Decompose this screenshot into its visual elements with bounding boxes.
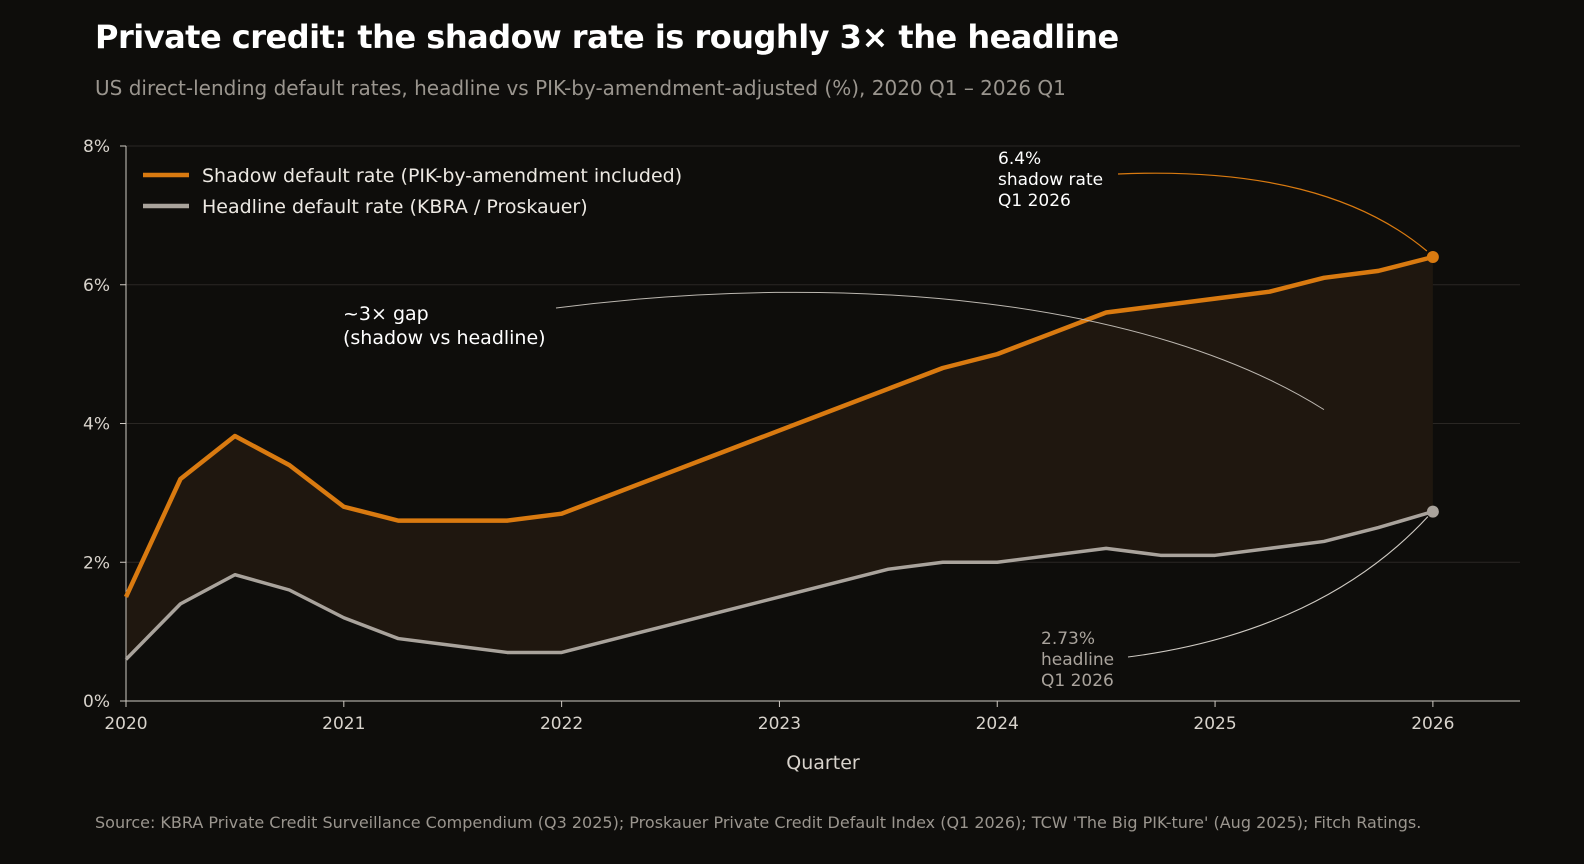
headline-annotation: 2.73% headline Q1 2026: [1041, 629, 1114, 691]
x-tick-label: 2025: [1193, 714, 1236, 734]
x-tick-label: 2024: [976, 714, 1019, 734]
series-lines: [123, 251, 1439, 661]
x-tick-label: 2020: [104, 714, 147, 734]
y-tick-label: 8%: [83, 137, 110, 157]
gap-band: [126, 257, 1433, 660]
axes: 0% 2% 4% 6% 8% 2020 2021 2022 2023 2024 2025 2026 Qu…: [83, 137, 1520, 774]
x-tick-label: 2021: [322, 714, 365, 734]
x-axis-label: Quarter: [786, 752, 860, 774]
legend-label: Shadow default rate (PIK-by-amendment in…: [202, 165, 682, 187]
gap-annotation: ~3× gap (shadow vs headline): [343, 303, 546, 349]
x-tick-label: 2023: [758, 714, 801, 734]
y-tick-label: 6%: [83, 276, 110, 296]
y-tick-label: 4%: [83, 415, 110, 435]
shadow-end-marker: [1426, 251, 1439, 263]
source-note: Source: KBRA Private Credit Surveillance…: [95, 813, 1422, 832]
legend-label: Headline default rate (KBRA / Proskauer): [202, 196, 588, 218]
legend: Shadow default rate (PIK-by-amendment in…: [143, 165, 682, 218]
headline-end-marker: [1426, 505, 1439, 518]
chart-title: Private credit: the shadow rate is rough…: [95, 18, 1119, 56]
shadow-rate-line: [123, 254, 1434, 598]
y-tick-label: 2%: [83, 553, 110, 573]
headline-annotation-arrow: [1127, 516, 1429, 658]
y-tick-label: 0%: [83, 692, 110, 712]
headline-rate-line: [124, 509, 1434, 661]
gap-annotation-arrow: [555, 291, 1325, 411]
shadow-annotation-arrow: [1117, 172, 1428, 252]
chart-subtitle: US direct-lending default rates, headlin…: [95, 76, 1066, 100]
x-tick-label: 2022: [540, 714, 583, 734]
shadow-annotation: 6.4% shadow rate Q1 2026: [998, 149, 1103, 211]
annotations: 6.4% shadow rate Q1 2026 2.73% headline Q1 20…: [343, 149, 1429, 691]
x-tick-label: 2026: [1411, 714, 1454, 734]
